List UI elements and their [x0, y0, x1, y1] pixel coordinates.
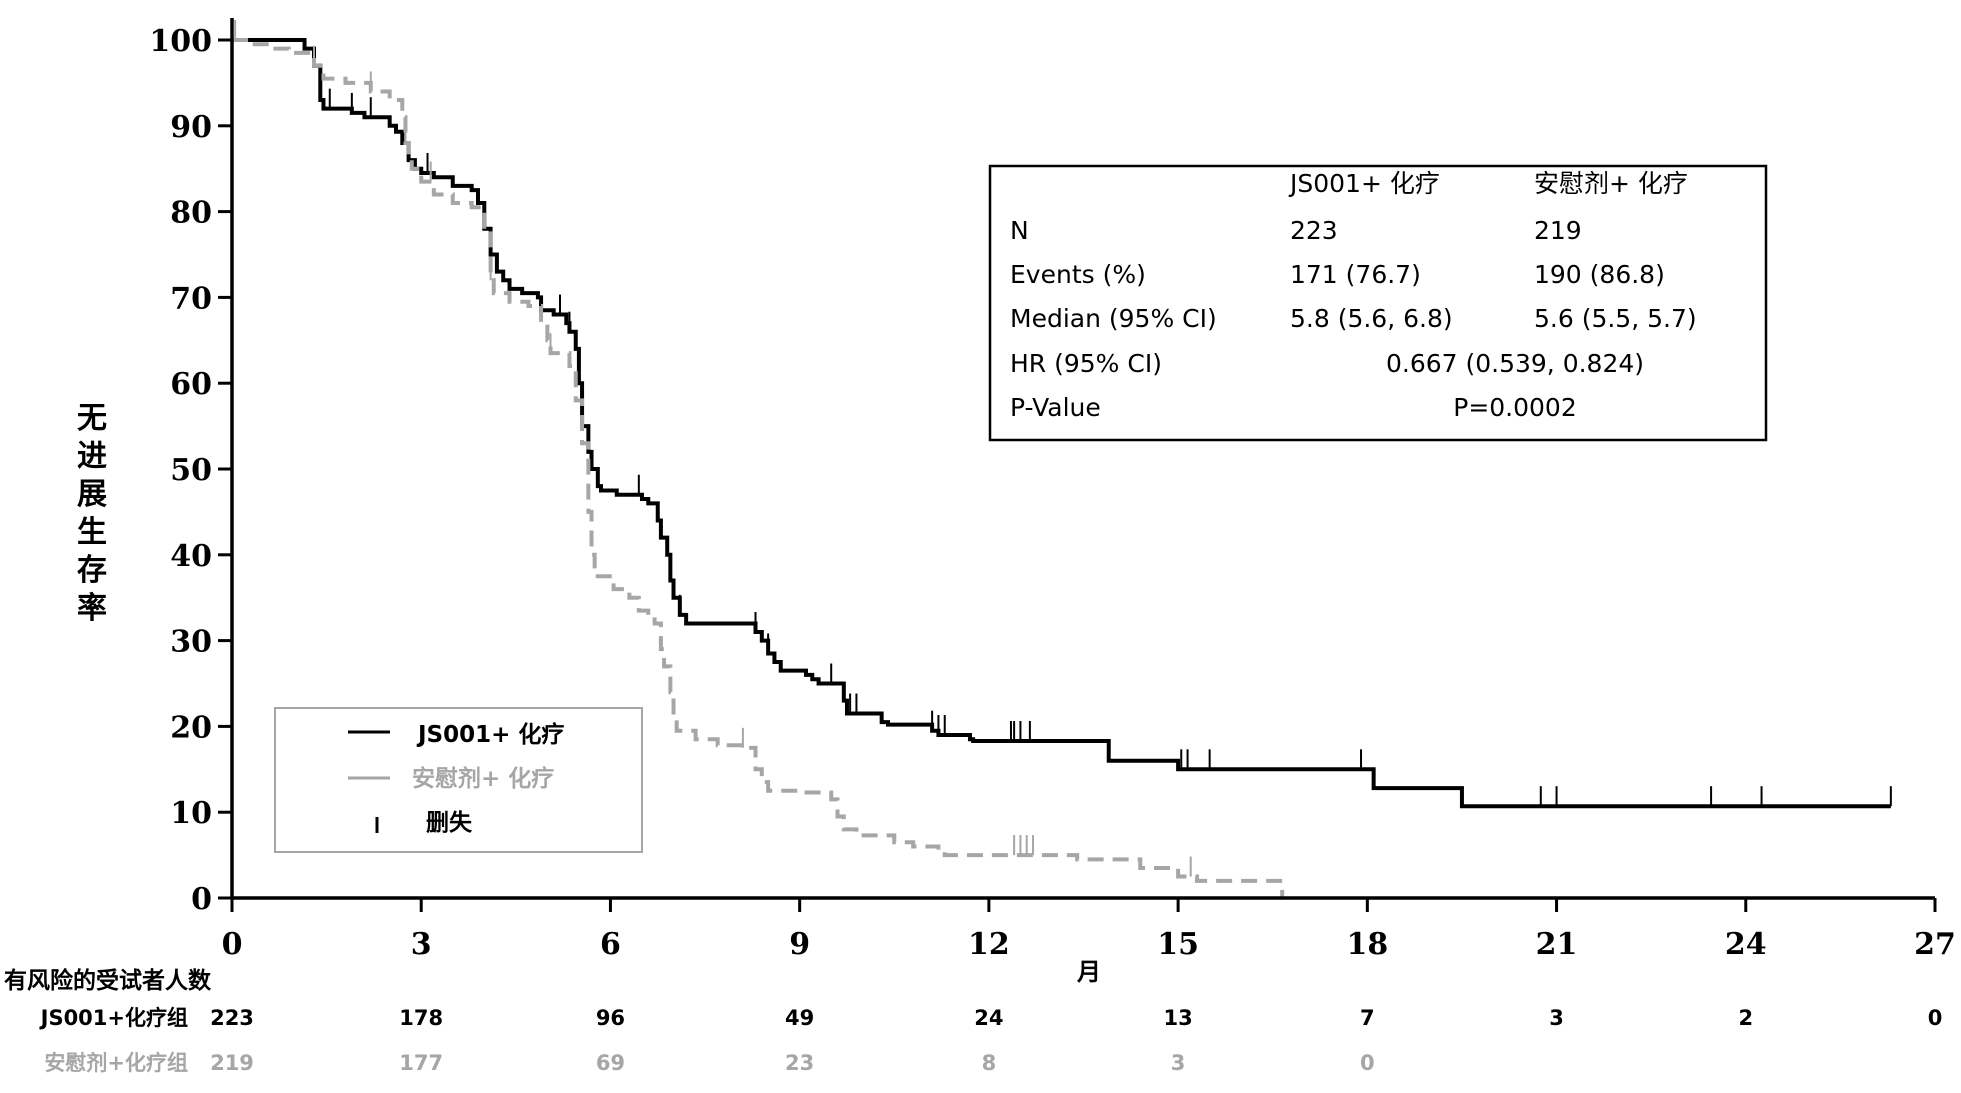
- y-tick-label: 30: [170, 625, 212, 660]
- risk-table: 有风险的受试者人数 JS001+化疗组 安慰剂+化疗组 223 178 96 49 24…: [4, 967, 1942, 1075]
- y-axis-label-char: 无: [77, 401, 107, 436]
- legend-border: [274, 707, 643, 853]
- stats-table-border: [988, 164, 1768, 442]
- km-curve-treatment: [232, 38, 1891, 809]
- stats-row-label: N: [1010, 216, 1029, 245]
- risk-count: 177: [399, 1051, 443, 1075]
- risk-count: 2: [1738, 1006, 1753, 1030]
- risk-count: 7: [1360, 1006, 1375, 1030]
- x-tick-label: 0: [222, 927, 243, 962]
- legend-label-placebo: 安慰剂+ 化疗: [412, 765, 554, 792]
- stats-hr-value: 0.667 (0.539, 0.824): [1386, 349, 1644, 378]
- risk-count: 23: [785, 1051, 814, 1075]
- risk-count: 96: [596, 1006, 625, 1030]
- y-tick-label: 0: [191, 882, 212, 917]
- stats-row-value: 171 (76.7): [1290, 260, 1421, 289]
- risk-count: 223: [210, 1006, 254, 1030]
- x-tick-label: 15: [1157, 927, 1199, 962]
- legend-label-censored: 删失: [426, 810, 473, 836]
- risk-count: 13: [1163, 1006, 1192, 1030]
- risk-count: 3: [1171, 1051, 1186, 1075]
- risk-count: 219: [210, 1051, 254, 1075]
- y-tick-label: 100: [149, 24, 212, 59]
- x-tick-label: 27: [1914, 927, 1956, 962]
- stats-row-label: Events (%): [1010, 260, 1146, 289]
- y-axis-label-char: 存: [77, 553, 107, 588]
- y-axis-label-char: 展: [77, 477, 107, 512]
- risk-count: 49: [785, 1006, 814, 1030]
- risk-count: 69: [596, 1051, 625, 1075]
- y-axis-label-char: 生: [77, 515, 107, 550]
- y-axis-label-char: 率: [77, 591, 107, 626]
- risk-count: 8: [982, 1051, 997, 1075]
- stats-row-value: 219: [1534, 216, 1582, 245]
- series-layer: [232, 20, 1892, 898]
- x-tick-label: 21: [1536, 927, 1578, 962]
- x-tick-label: 12: [968, 927, 1010, 962]
- y-tick-label: 70: [170, 281, 212, 316]
- stats-header-placebo: 安慰剂+ 化疗: [1534, 169, 1688, 198]
- risk-numbers: 223 178 96 49 24 13 7 3 2 0 219 177 69 23 8 3 0: [210, 1006, 1942, 1075]
- y-tick-label: 90: [170, 110, 212, 145]
- x-axis-label: 月: [1076, 958, 1101, 986]
- x-tick-label: 24: [1725, 927, 1767, 962]
- risk-label-treatment: JS001+化疗组: [39, 1006, 188, 1030]
- stats-header-treatment: JS001+ 化疗: [1288, 169, 1440, 198]
- risk-count: 3: [1549, 1006, 1564, 1030]
- y-tick-label: 80: [170, 196, 212, 231]
- stats-row-value: 190 (86.8): [1534, 260, 1665, 289]
- x-tick-label: 3: [411, 927, 432, 962]
- legend-label-treatment: JS001+ 化疗: [416, 721, 564, 748]
- y-tick-label: 50: [170, 453, 212, 488]
- risk-table-title: 有风险的受试者人数: [4, 967, 212, 994]
- y-tick-label: 60: [170, 367, 212, 402]
- y-tick-label: 10: [170, 796, 212, 831]
- stats-p-label: P-Value: [1010, 393, 1101, 422]
- stats-table: JS001+ 化疗 安慰剂+ 化疗 N 223 219 Events (%) 1…: [988, 164, 1768, 442]
- risk-count: 24: [974, 1006, 1003, 1030]
- stats-row-value: 5.6 (5.5, 5.7): [1534, 304, 1697, 333]
- stats-row-value: 223: [1290, 216, 1338, 245]
- x-tick-label: 9: [789, 927, 810, 962]
- risk-count: 0: [1360, 1051, 1375, 1075]
- stats-row-label: Median (95% CI): [1010, 304, 1217, 333]
- risk-count: 0: [1928, 1006, 1943, 1030]
- legend: JS001+ 化疗 安慰剂+ 化疗 删失: [274, 707, 643, 853]
- axes: 0 10 20 30 40 50 60 70 80 90 100 0 3 6 9 12 15 18 21 24 27: [149, 18, 1956, 962]
- y-axis-label-char: 进: [77, 439, 107, 474]
- y-tick-label: 20: [170, 710, 212, 745]
- x-tick-label: 6: [600, 927, 621, 962]
- stats-p-value: P=0.0002: [1453, 393, 1577, 422]
- risk-count: 178: [399, 1006, 443, 1030]
- y-tick-label: 40: [170, 539, 212, 574]
- x-tick-label: 18: [1346, 927, 1388, 962]
- stats-row-value: 5.8 (5.6, 6.8): [1290, 304, 1453, 333]
- stats-hr-label: HR (95% CI): [1010, 349, 1162, 378]
- risk-label-placebo: 安慰剂+化疗组: [44, 1051, 188, 1075]
